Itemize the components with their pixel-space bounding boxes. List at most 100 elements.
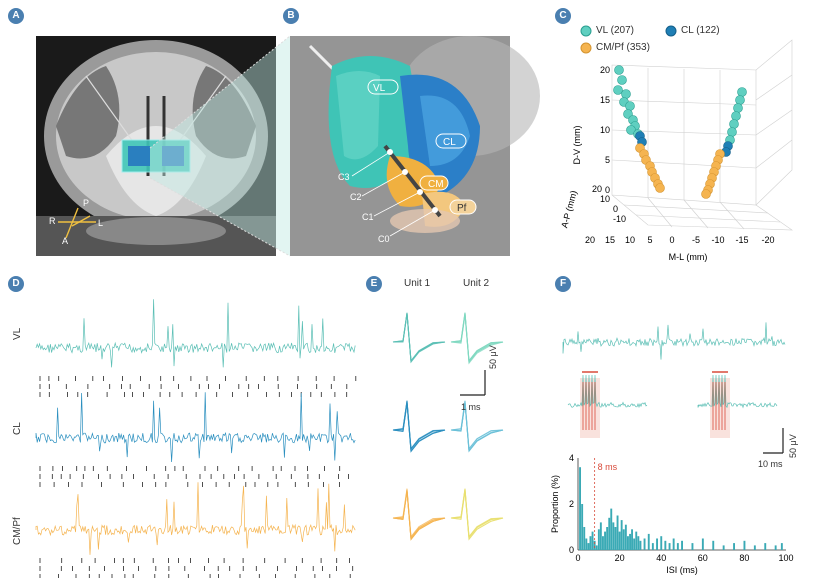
waveform-trace — [392, 312, 446, 363]
panel-e-badge: E — [366, 276, 382, 292]
y-tick-20: 20 — [600, 65, 610, 75]
panel-f-trace — [562, 322, 786, 454]
panel-b-badge: B — [283, 8, 299, 24]
isi-bar — [589, 536, 592, 550]
isi-bar — [581, 504, 584, 550]
waveform-trace — [392, 313, 446, 363]
isi-bar — [672, 538, 675, 550]
region-cm-label: CM — [428, 179, 444, 190]
x-tick-10: 10 — [625, 235, 635, 245]
isi-bar — [712, 540, 715, 550]
isi-bar — [633, 538, 636, 550]
isi-bar — [604, 531, 606, 550]
isi-bar — [579, 467, 581, 550]
isi-x-tick: 40 — [656, 553, 666, 563]
legend-cl-label: CL (122) — [681, 25, 720, 36]
isi-x-tick: 80 — [739, 553, 749, 563]
waveform-trace — [392, 490, 446, 540]
axis-r-label: R — [49, 216, 56, 226]
isi-bar — [618, 531, 621, 550]
y-tick-0: 0 — [605, 185, 610, 195]
isi-bar — [614, 527, 617, 550]
isi-bar — [668, 543, 671, 550]
axis-l-label: L — [98, 218, 104, 228]
panel-b-thalamus-render — [290, 36, 540, 256]
legend-vl-label: VL (207) — [596, 25, 634, 36]
isi-bar — [597, 529, 600, 550]
legend-cmpf-marker — [580, 42, 592, 54]
isi-bar — [664, 540, 667, 550]
isi-bar — [660, 536, 663, 550]
isi-threshold-label: 8 ms — [598, 462, 618, 472]
waveform-trace — [450, 489, 504, 539]
cmpf-points — [635, 143, 725, 199]
isi-bar — [651, 543, 654, 550]
contact-c0-label: C0 — [378, 234, 390, 244]
unit1-label: Unit 1 — [404, 278, 431, 289]
z-tick-20: 20 — [592, 184, 602, 194]
zoom-connector — [149, 35, 291, 257]
isi-bar — [691, 543, 694, 550]
isi-x-tick: 60 — [698, 553, 708, 563]
z-axis-label: A-P (mm) — [559, 189, 579, 229]
vl-points — [613, 65, 747, 145]
x-tick-neg15: -15 — [735, 235, 748, 245]
isi-bar — [587, 543, 590, 550]
isi-bar — [583, 527, 586, 550]
trace-vl — [35, 299, 356, 368]
contact-c2-label: C2 — [350, 192, 362, 202]
y-tick-5: 5 — [605, 155, 610, 165]
isi-bar — [637, 536, 640, 550]
isi-bar — [722, 545, 725, 550]
isi-bar — [610, 508, 613, 550]
isi-bar — [616, 515, 619, 550]
legend-vl-marker — [580, 25, 592, 37]
panel-e-waveforms — [392, 312, 504, 541]
waveform-trace — [450, 489, 504, 539]
isi-x-tick: 0 — [575, 553, 580, 563]
contact-c3-label: C3 — [338, 172, 350, 182]
waveform-trace — [392, 491, 446, 541]
waveform-trace — [392, 491, 446, 541]
x-tick-20: 20 — [585, 235, 595, 245]
scale-time-f: 10 ms — [758, 459, 783, 469]
y-tick-15: 15 — [600, 95, 610, 105]
z-tick-0: 0 — [613, 204, 618, 214]
region-vl-label: VL — [373, 83, 386, 94]
isi-bar — [743, 540, 746, 550]
z-tick-10: 10 — [600, 194, 610, 204]
isi-bar — [629, 533, 631, 550]
isi-bar — [593, 540, 596, 550]
isi-bar — [620, 520, 623, 550]
axis-p-label: P — [83, 198, 90, 208]
waveform-trace — [392, 401, 446, 451]
x-axis-label: M-L (mm) — [669, 252, 708, 262]
isi-x-label: ISI (ms) — [666, 565, 698, 575]
waveform-trace — [450, 315, 504, 365]
panel-c-badge: C — [555, 8, 571, 24]
trace-f-zoom — [697, 374, 778, 409]
contact-c1-label: C1 — [362, 212, 374, 222]
waveform-trace — [392, 402, 446, 453]
x-tick-neg20: -20 — [761, 235, 774, 245]
isi-bar — [608, 517, 611, 550]
isi-bar — [612, 522, 615, 550]
waveform-trace — [392, 489, 446, 540]
isi-y-tick: 2 — [569, 499, 574, 509]
isi-bar — [753, 545, 756, 550]
isi-bar — [676, 543, 679, 550]
isi-bar — [656, 538, 658, 550]
isi-bar — [681, 540, 683, 550]
isi-x-tick: 20 — [615, 553, 625, 563]
trace-cmpf — [35, 482, 356, 555]
isi-bar — [639, 540, 642, 550]
isi-bar — [585, 538, 588, 550]
isi-bar — [774, 545, 777, 550]
isi-bar — [595, 545, 598, 550]
isi-bar — [764, 543, 767, 550]
x-tick-neg10: -10 — [711, 235, 724, 245]
isi-bar — [599, 522, 602, 550]
isi-bar — [780, 543, 783, 550]
waveform-trace — [392, 491, 446, 541]
